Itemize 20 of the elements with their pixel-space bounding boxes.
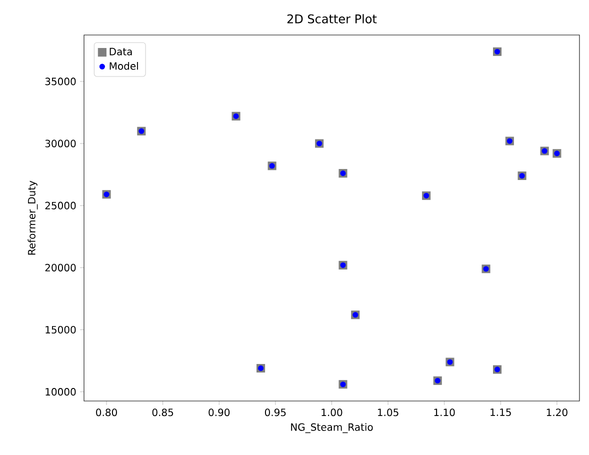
legend-label: Model [110, 62, 138, 70]
x-tick-label: 0.90 [208, 408, 230, 416]
x-tick-label: 0.80 [96, 408, 117, 416]
y-tick-label: 30000 [45, 140, 76, 148]
chart-title: 2D Scatter Plot [287, 14, 377, 24]
y-tick-label: 20000 [45, 264, 76, 272]
x-axis-title: NG_Steam_Ratio [291, 423, 373, 434]
x-tick-label: 1.10 [434, 408, 455, 416]
x-tick-label: 0.95 [264, 408, 286, 416]
y-tick-label: 35000 [45, 78, 76, 86]
x-tick-label: 0.85 [152, 408, 174, 416]
legend-label: Data [110, 48, 132, 56]
y-tick-label: 15000 [46, 326, 76, 334]
x-tick-label: 1.15 [490, 408, 511, 416]
x-tick-label: 1.00 [322, 408, 342, 416]
y-axis-title: Reformer_Duty [28, 180, 38, 255]
y-tick-label: 10000 [46, 388, 76, 396]
x-tick-label: 1.20 [546, 408, 568, 416]
y-tick-label: 25000 [45, 202, 76, 210]
x-tick-label: 1.05 [378, 408, 398, 416]
